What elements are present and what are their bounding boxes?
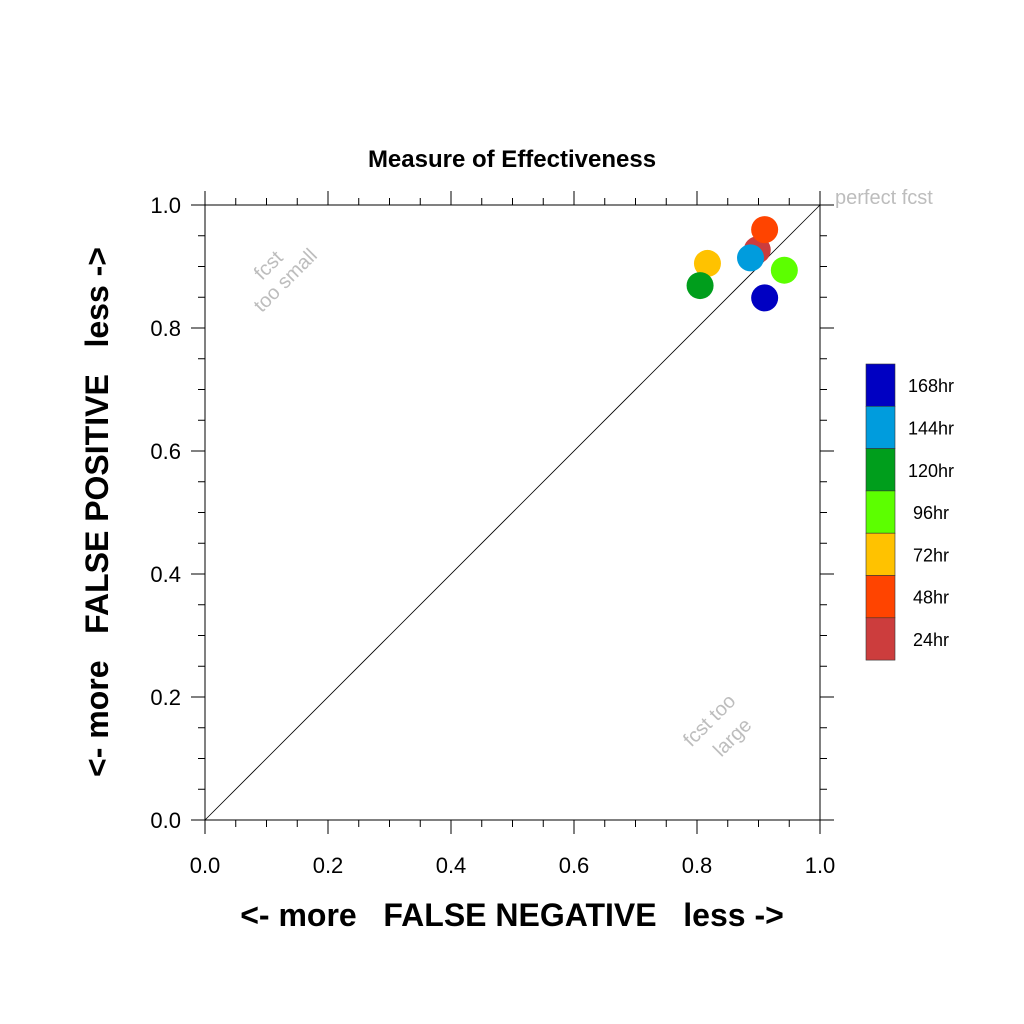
- x-tick-label: 0.4: [436, 853, 467, 878]
- legend: 168hr 144hr 120hr 96hr 72hr 48hr 24hr: [865, 363, 954, 661]
- x-tick-labels: 0.0 0.2 0.4 0.6 0.8 1.0: [190, 853, 836, 878]
- data-point-120hr: [686, 272, 714, 300]
- y-tick-label: 0.4: [150, 562, 181, 587]
- y-tick-label: 0.0: [150, 808, 181, 833]
- legend-swatch-120hr: [865, 448, 896, 492]
- legend-swatch-168hr: [865, 363, 896, 407]
- x-tick-label: 0.2: [313, 853, 344, 878]
- data-points: [686, 216, 798, 312]
- legend-label-144hr: 144hr: [908, 418, 954, 438]
- x-tick-label: 0.0: [190, 853, 221, 878]
- data-point-96hr: [770, 256, 798, 284]
- legend-swatch-24hr: [865, 617, 896, 661]
- perfect-forecast-diagonal: [204, 204, 821, 821]
- legend-swatch-144hr: [865, 405, 896, 449]
- perfect-forecast-annotation: perfect fcst: [835, 187, 933, 209]
- y-tick-label: 1.0: [150, 193, 181, 218]
- y-tick-label: 0.6: [150, 439, 181, 464]
- x-tick-label: 0.6: [559, 853, 590, 878]
- data-point-48hr: [751, 216, 779, 244]
- data-point-144hr: [737, 244, 765, 272]
- data-point-72hr: [693, 249, 721, 277]
- x-tick-label: 1.0: [805, 853, 836, 878]
- legend-label-168hr: 168hr: [908, 376, 954, 396]
- axis-ticks: [191, 191, 834, 834]
- legend-label-96hr: 96hr: [913, 503, 949, 523]
- legend-swatch-72hr: [865, 532, 896, 576]
- chart-title: Measure of Effectiveness: [368, 146, 656, 173]
- y-tick-labels: 0.0 0.2 0.4 0.6 0.8 1.0: [150, 193, 181, 833]
- legend-swatch-48hr: [865, 575, 896, 619]
- legend-label-72hr: 72hr: [913, 545, 949, 565]
- y-tick-label: 0.2: [150, 685, 181, 710]
- x-tick-label: 0.8: [682, 853, 713, 878]
- legend-label-120hr: 120hr: [908, 461, 954, 481]
- legend-swatch-96hr: [865, 490, 896, 534]
- y-tick-label: 0.8: [150, 316, 181, 341]
- data-point-168hr: [751, 284, 779, 312]
- y-axis-label: <- more FALSE POSITIVE less ->: [79, 247, 115, 777]
- x-axis-label: <- more FALSE NEGATIVE less ->: [240, 897, 784, 933]
- legend-label-48hr: 48hr: [913, 588, 949, 608]
- legend-label-24hr: 24hr: [913, 630, 949, 650]
